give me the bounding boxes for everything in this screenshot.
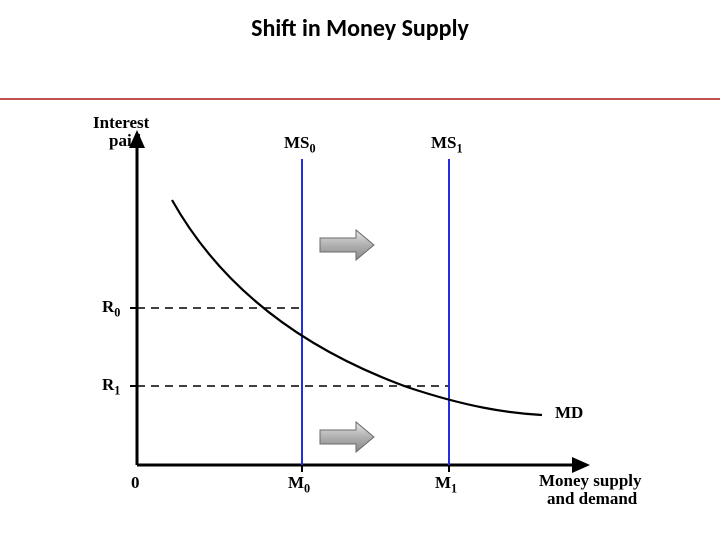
origin-label: 0 xyxy=(131,473,140,493)
m0-label: M0 xyxy=(288,473,310,496)
y-axis-label-line2: paid xyxy=(109,131,141,151)
md-label: MD xyxy=(555,403,583,423)
x-axis-label-line2: and demand xyxy=(547,489,637,509)
page-title: Shift in Money Supply xyxy=(0,14,720,43)
ms0-label: MS0 xyxy=(284,133,316,156)
m1-label: M1 xyxy=(435,473,457,496)
r0-label: R0 xyxy=(102,297,120,320)
axes xyxy=(129,130,590,473)
shift-arrows xyxy=(320,230,374,452)
r1-label: R1 xyxy=(102,375,120,398)
chart-area xyxy=(77,115,642,515)
x-axis-label-line1: Money supply xyxy=(539,471,642,491)
horizontal-rule xyxy=(0,98,720,100)
money-supply-lines xyxy=(302,159,449,465)
y-axis-label-line1: Interest xyxy=(93,113,149,133)
dashed-guides xyxy=(137,308,449,386)
ms1-label: MS1 xyxy=(431,133,463,156)
